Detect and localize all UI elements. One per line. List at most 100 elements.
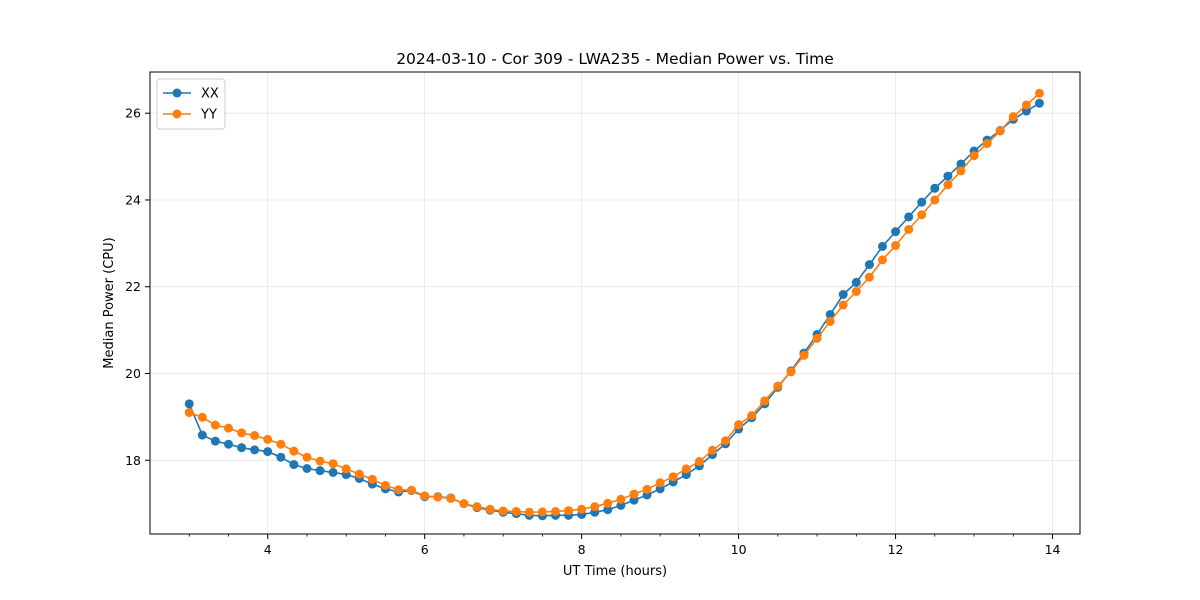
plot-frame [149,71,1081,535]
series-yy-point [341,464,351,474]
series-yy-point [354,469,364,479]
series-yy-point [891,241,901,251]
series-yy-point [407,485,417,495]
chart-title: 2024-03-10 - Cor 309 - LWA235 - Median P… [396,50,834,68]
series-xx-point [1034,98,1044,108]
series-yy-point [498,506,508,516]
series-yy-point [577,504,587,514]
y-tick-label: 24 [125,192,141,207]
x-tick-label: 8 [578,542,586,557]
series-xx-point [210,436,220,446]
series-xx-point [851,277,861,287]
y-tick-label: 26 [125,106,141,121]
series-yy-point [380,480,390,490]
series-yy-point [773,381,783,391]
series-yy-point [223,423,233,433]
series-yy-point [551,506,561,516]
series-xx-point [603,505,613,515]
series-yy-point [276,439,286,449]
series-yy-point [812,333,822,343]
series-xx-point [956,159,966,169]
y-tick-label: 18 [125,453,141,468]
series-yy-point [825,316,835,326]
legend: XX YY [156,78,226,130]
series-yy-point [446,493,456,503]
series-xx-point [904,212,914,222]
series-yy-point [1034,88,1044,98]
series-yy-point [210,420,220,430]
series-yy-point [537,507,547,517]
series-yy-point [760,396,770,406]
series-yy-point [851,287,861,296]
series-yy-point [616,494,626,504]
series-yy-point [799,350,809,360]
y-axis-label: Median Power (CPU) [102,237,117,368]
legend-xx-label: XX [201,87,219,102]
legend-yy-marker [172,109,182,119]
series-yy-point [250,431,260,441]
series-yy-point [734,420,744,430]
series-yy-point [1021,100,1031,110]
series-yy-point [394,485,404,495]
series-yy-point [642,484,652,494]
x-tick-label: 4 [264,542,272,557]
series-yy-point [982,139,992,149]
series-yy-point [1008,112,1018,122]
series-yy-point [917,210,927,220]
series-xx-point [891,227,901,237]
series-yy-point [668,472,678,482]
series-xx-point [250,445,260,455]
series-xx-point [315,466,325,476]
series-xx-point [917,197,927,207]
series-yy-point [864,272,874,282]
series-xx-point [263,447,273,457]
series-yy-point [328,459,338,469]
series-xx-point [877,241,887,251]
series-yy-point [603,498,613,508]
y-tick-label: 20 [125,366,141,381]
series-xx-point [943,171,953,181]
series-yy-point [904,224,914,234]
series-yy-point [472,502,482,512]
series-yy-point [564,506,574,516]
series-layer [184,88,1044,521]
series-yy-point [629,489,639,499]
series-yy-point [302,452,312,462]
x-axis-label: UT Time (hours) [563,564,667,579]
series-yy-point [315,456,325,466]
series-yy-point [747,411,757,421]
series-yy-point [930,195,940,205]
axis-ticks: 4 6 8 10 12 14 18 20 22 24 26 [125,106,1060,557]
series-yy-point [420,491,430,501]
series-yy-point [263,434,273,444]
series-xx-point [289,460,299,470]
legend-yy-label: YY [200,108,217,123]
series-xx-point [197,430,207,440]
series-yy-point [655,478,665,488]
series-yy-point [681,464,691,474]
series-yy-point [197,412,207,422]
series-yy-point [943,180,953,190]
series-yy-point [367,474,377,484]
x-tick-label: 14 [1045,542,1061,557]
series-xx-point [223,439,233,449]
series-yy-point [721,436,730,446]
series-yy-point [524,507,534,517]
legend-xx-marker [172,88,182,98]
series-yy-point [184,408,194,418]
series-yy-point [956,166,966,176]
series-xx-point [276,452,286,462]
series-yy [184,88,1044,517]
series-yy-point [590,502,600,512]
series-yy-point [237,428,247,438]
series-yy-point [786,367,796,377]
series-xx-point [825,310,835,319]
y-tick-label: 22 [125,279,141,294]
series-xx-point [864,260,874,270]
series-yy-point [995,126,1005,136]
series-xx-point [184,399,194,409]
series-yy-point [433,492,443,502]
series-xx-point [838,290,848,300]
series-yy-point [511,506,521,516]
